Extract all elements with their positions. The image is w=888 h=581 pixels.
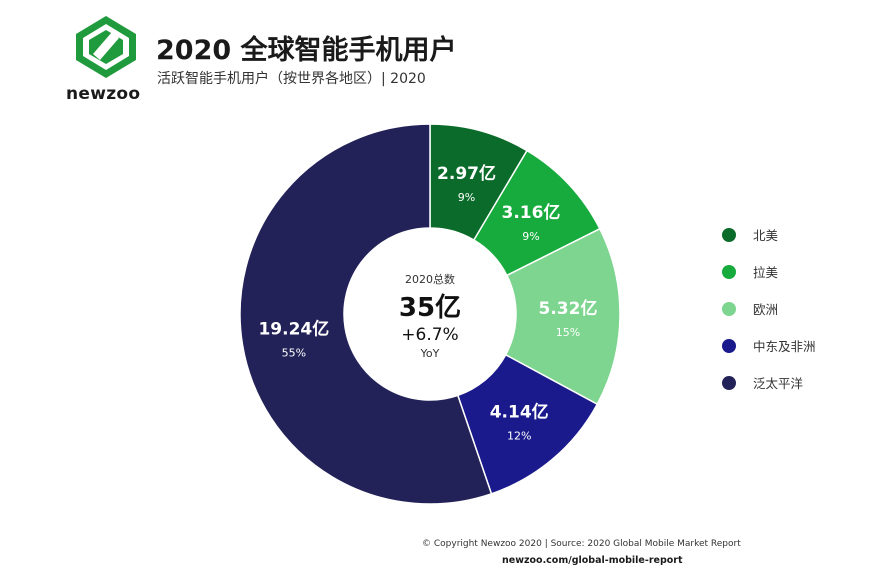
- brand-name: newzoo: [66, 84, 141, 104]
- legend-item-latin-america: 拉美: [722, 253, 816, 290]
- center-growth-label: YoY: [420, 347, 440, 360]
- legend-item-apac: 泛太平洋: [722, 364, 816, 401]
- center-growth: +6.7%: [401, 325, 458, 345]
- legend: 北美 拉美 欧洲 中东及非洲 泛太平洋: [722, 216, 816, 401]
- page-subtitle: 活跃智能手机用户（按世界各地区）| 2020: [157, 71, 426, 87]
- slice-value-label: 5.32亿: [539, 298, 598, 319]
- report-url: newzoo.com/global-mobile-report: [502, 555, 683, 566]
- legend-item-north-america: 北美: [722, 216, 816, 253]
- legend-label: 泛太平洋: [753, 376, 804, 391]
- slice-percent-label: 9%: [458, 191, 475, 204]
- legend-swatch: [722, 338, 736, 353]
- legend-item-europe: 欧洲: [722, 290, 816, 327]
- page-title: 2020 全球智能手机用户: [156, 35, 457, 66]
- legend-swatch: [722, 301, 736, 316]
- legend-swatch: [722, 375, 736, 390]
- slice-value-label: 19.24亿: [258, 319, 329, 340]
- legend-swatch: [722, 227, 736, 242]
- slice-percent-label: 55%: [282, 347, 306, 360]
- slice-value-label: 2.97亿: [437, 163, 496, 184]
- center-total-value: 35亿: [399, 293, 461, 323]
- legend-label: 中东及非洲: [753, 339, 816, 354]
- slice-percent-label: 9%: [522, 230, 539, 243]
- newzoo-logo: newzoo: [66, 14, 146, 104]
- center-label: 2020总数: [405, 272, 455, 286]
- slice-percent-label: 15%: [556, 326, 580, 339]
- legend-label: 拉美: [753, 265, 779, 280]
- slice-value-label: 4.14亿: [490, 401, 549, 422]
- legend-item-mea: 中东及非洲: [722, 327, 816, 364]
- newzoo-logo-icon: [76, 16, 136, 78]
- slice-percent-label: 12%: [507, 429, 531, 442]
- legend-swatch: [722, 264, 736, 279]
- copyright-text: © Copyright Newzoo 2020 | Source: 2020 G…: [422, 539, 741, 549]
- legend-label: 欧洲: [753, 302, 779, 317]
- donut-hole: [344, 228, 516, 400]
- slice-value-label: 3.16亿: [501, 202, 560, 223]
- legend-label: 北美: [753, 228, 779, 243]
